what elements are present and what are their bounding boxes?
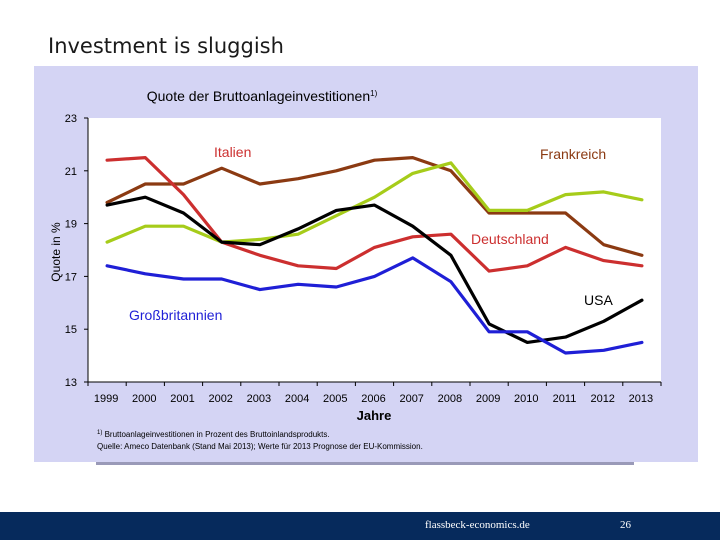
y-tick-label: 17	[65, 271, 77, 283]
x-tick-label: 2013	[629, 393, 653, 405]
x-tick-label: 2001	[170, 393, 194, 405]
chart-title: Quote der Bruttoanlageinvestitionen1)	[147, 88, 378, 104]
y-axis-label: Quote in %	[49, 222, 63, 282]
x-tick-label: 2012	[590, 393, 614, 405]
y-tick-label: 21	[65, 166, 77, 178]
page-number: 26	[620, 519, 631, 531]
x-tick-label: 2002	[208, 393, 232, 405]
series-label-grossbritannien: Großbritannien	[129, 307, 222, 323]
series-line-deutschland	[105, 161, 644, 244]
y-tick-label: 23	[65, 113, 77, 125]
x-tick-label: 2005	[323, 393, 347, 405]
x-tick-label: 2007	[399, 393, 423, 405]
x-tick-label: 1999	[94, 393, 118, 405]
series-label-italien: Italien	[214, 144, 251, 160]
footer-bar	[0, 512, 720, 540]
x-tick-label: 2006	[361, 393, 385, 405]
series-line-italien	[105, 156, 644, 273]
series-label-frankreich: Frankreich	[540, 146, 606, 162]
footnote-line-2: Quelle: Ameco Datenbank (Stand Mai 2013)…	[97, 442, 423, 451]
footnote-line-1: 1) Bruttoanlageinvestitionen in Prozent …	[97, 430, 330, 439]
x-tick-label: 2009	[476, 393, 500, 405]
x-axis-label: Jahre	[357, 408, 392, 423]
slide-title: Investment is sluggish	[48, 34, 284, 58]
x-tick-label: 2004	[285, 393, 309, 405]
series-line-grossbritannien	[105, 256, 644, 355]
series-line-usa	[105, 195, 644, 344]
x-tick-label: 2011	[553, 393, 577, 405]
footer-source[interactable]: flassbeck-economics.de	[425, 519, 530, 531]
x-tick-label: 2000	[132, 393, 156, 405]
x-tick-label: 2010	[514, 393, 538, 405]
y-tick-label: 19	[65, 219, 77, 231]
series-line-frankreich	[105, 156, 644, 257]
series-label-deutschland: Deutschland	[471, 231, 549, 247]
panel-shadow	[96, 462, 634, 465]
series-label-usa: USA	[584, 292, 613, 308]
x-tick-label: 2003	[247, 393, 271, 405]
y-tick-label: 13	[65, 377, 77, 389]
y-tick-label: 15	[65, 324, 77, 336]
x-tick-label: 2008	[438, 393, 462, 405]
